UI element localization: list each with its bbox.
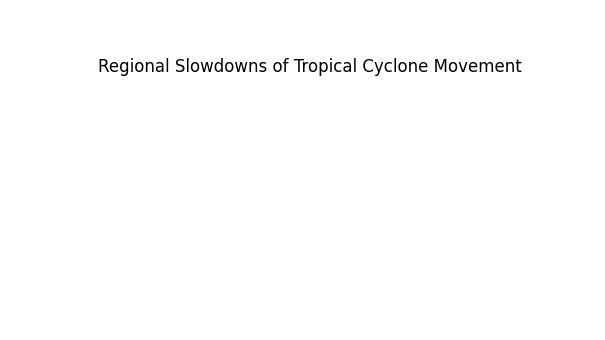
Text: Regional Slowdowns of Tropical Cyclone Movement: Regional Slowdowns of Tropical Cyclone M… bbox=[98, 58, 522, 76]
